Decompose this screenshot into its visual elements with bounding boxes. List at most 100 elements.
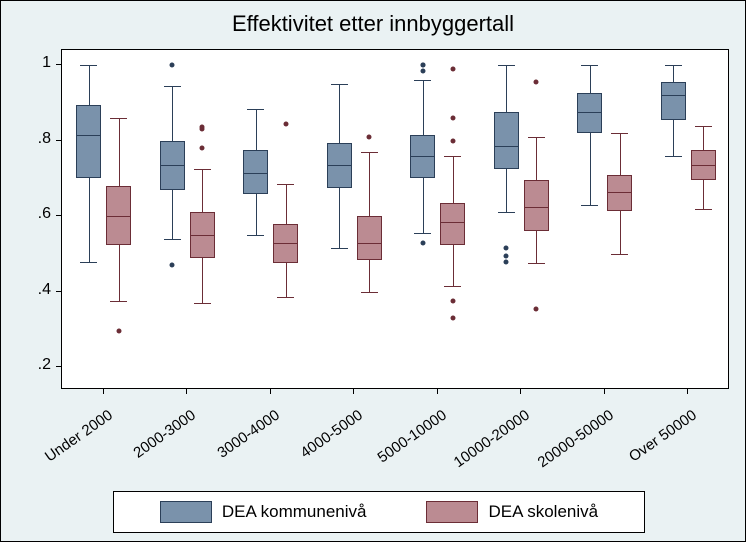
outlier-point [534,306,539,311]
whisker-cap [414,80,431,81]
median-line [691,165,716,166]
whisker-cap [665,65,682,66]
median-line [607,192,632,193]
xtick-label: Under 2000 [24,407,116,478]
ytick-mark [56,366,61,367]
whisker [286,263,287,297]
median-line [661,95,686,96]
whisker-cap [331,84,348,85]
whisker-cap [695,209,712,210]
whisker-cap [498,212,515,213]
whisker [673,65,674,82]
whisker-cap [665,156,682,157]
whisker [453,156,454,203]
xtick-mark [604,389,605,394]
median-line [577,112,602,113]
whisker [703,180,704,208]
median-line [106,216,131,217]
outlier-point [450,116,455,121]
outlier-point [450,138,455,143]
legend-swatch [160,501,212,523]
whisker [369,260,370,292]
whisker [423,80,424,135]
median-line [327,165,352,166]
whisker [339,188,340,248]
ytick-mark [56,140,61,141]
outlier-point [367,134,372,139]
legend-item: DEA skolenivå [426,501,598,523]
box [357,216,382,259]
ytick-mark [56,215,61,216]
legend-item: DEA kommunenivå [160,501,367,523]
ytick-label: 1 [42,54,51,72]
median-line [440,222,465,223]
whisker-cap [444,156,461,157]
xtick-mark [186,389,187,394]
whisker-cap [444,286,461,287]
ytick-label: .2 [38,356,51,374]
median-line [243,173,268,174]
ytick-label: .4 [38,281,51,299]
xtick-mark [687,389,688,394]
xtick-label: 3000-4000 [191,407,283,478]
box [494,112,519,169]
outlier-point [420,240,425,245]
whisker [620,211,621,254]
outlier-point [504,246,509,251]
whisker-cap [110,118,127,119]
median-line [273,243,298,244]
box [661,82,686,120]
whisker [172,86,173,141]
outlier-point [504,259,509,264]
whisker [202,169,203,212]
outlier-point [534,80,539,85]
whisker-cap [80,65,97,66]
whisker-cap [331,248,348,249]
ytick-label: .8 [38,130,51,148]
whisker-cap [247,235,264,236]
median-line [160,165,185,166]
xtick-label: 20000-50000 [525,407,617,478]
median-line [524,207,549,208]
whisker-cap [247,109,264,110]
whisker-cap [361,152,378,153]
whisker [620,133,621,175]
xtick-mark [437,389,438,394]
box [440,203,465,245]
outlier-point [420,68,425,73]
outlier-point [450,316,455,321]
outlier-point [450,299,455,304]
whisker [506,169,507,212]
whisker-cap [80,262,97,263]
whisker [119,245,120,302]
xtick-label: Over 50000 [608,407,700,478]
outlier-point [170,263,175,268]
whisker [506,65,507,112]
whisker [256,109,257,151]
whisker-cap [277,297,294,298]
outlier-point [450,66,455,71]
whisker-cap [277,184,294,185]
whisker-cap [164,239,181,240]
whisker-cap [528,263,545,264]
whisker-cap [414,233,431,234]
median-line [357,243,382,244]
whisker [590,65,591,93]
xtick-mark [520,389,521,394]
outlier-point [200,125,205,130]
legend-swatch [426,501,478,523]
whisker [89,178,90,261]
whisker-cap [581,65,598,66]
whisker [172,190,173,239]
outlier-point [200,146,205,151]
whisker [536,137,537,180]
whisker [202,258,203,303]
ytick-label: .6 [38,205,51,223]
legend-label: DEA skolenivå [488,502,598,522]
whisker [339,84,340,143]
whisker-cap [194,303,211,304]
legend-label: DEA kommunenivå [222,502,367,522]
xtick-label: 4000-5000 [274,407,366,478]
chart-title: Effektivitet etter innbyggertall [1,11,745,37]
plot-area [61,49,729,389]
